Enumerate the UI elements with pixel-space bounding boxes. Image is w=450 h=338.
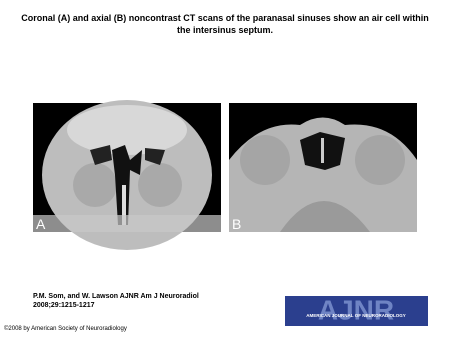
copyright: ©2008 by American Society of Neuroradiol… xyxy=(4,326,127,332)
logo-name: AJNR xyxy=(318,294,394,325)
ct-image-a xyxy=(33,100,221,250)
panel-label: A xyxy=(36,216,46,232)
citation-authors: P.M. Som, and W. Lawson AJNR Am J Neuror… xyxy=(33,293,199,300)
logo-box xyxy=(285,296,428,326)
citation-reference: 2008;29:1215-1217 xyxy=(33,302,95,309)
citation: P.M. Som, and W. Lawson AJNR Am J Neuror… xyxy=(33,292,199,310)
ct-image-b xyxy=(229,103,417,232)
panel-label: B xyxy=(232,216,241,232)
logo-subtitle: AMERICAN JOURNAL OF NEURORADIOLOGY xyxy=(306,313,405,318)
slide-title: Coronal (A) and axial (B) noncontrast CT… xyxy=(21,13,429,35)
